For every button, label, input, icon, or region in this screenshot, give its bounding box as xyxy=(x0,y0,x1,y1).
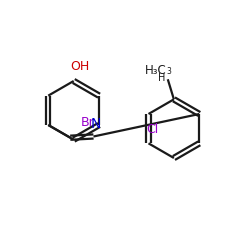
Text: N: N xyxy=(91,117,101,131)
Text: 3: 3 xyxy=(166,67,172,76)
Text: H: H xyxy=(158,73,165,83)
Text: Br: Br xyxy=(81,116,95,129)
Text: H₃C: H₃C xyxy=(145,64,167,77)
Text: OH: OH xyxy=(70,60,89,73)
Text: Cl: Cl xyxy=(146,122,158,136)
